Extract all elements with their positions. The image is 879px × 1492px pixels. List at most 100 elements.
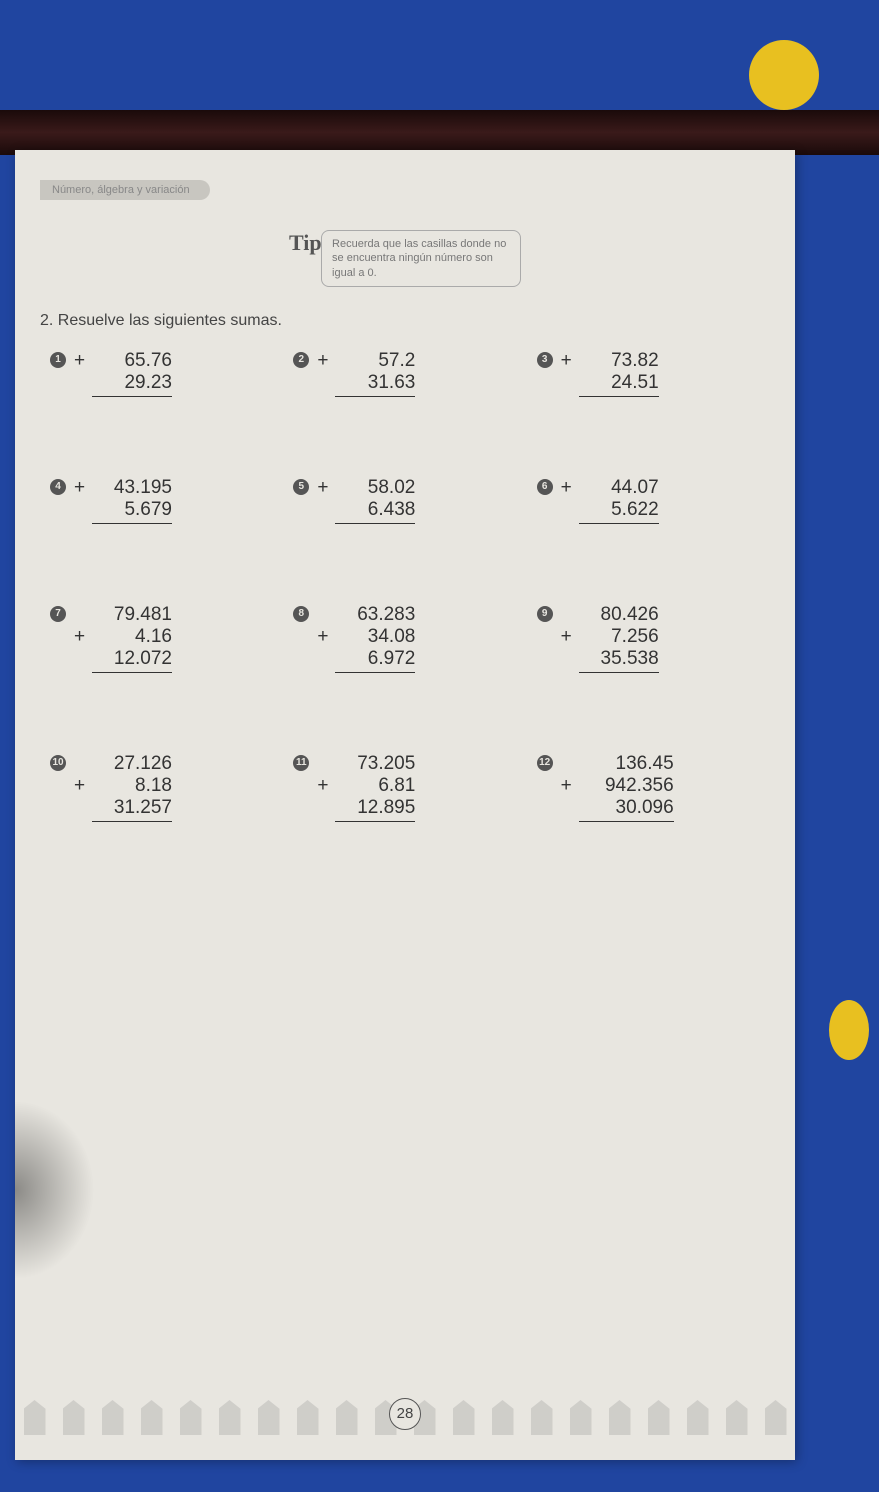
addend-value: 29.23 (92, 372, 172, 397)
math-block: 79.481+4.1612.072 (74, 604, 172, 673)
math-block: +73.8224.51 (561, 350, 659, 397)
addend-row: +44.07 (561, 477, 659, 499)
addend-value: 8.18 (92, 775, 172, 797)
problem: 11 73.205+6.8112.895 (293, 753, 516, 822)
addend-value: 4.16 (92, 626, 172, 648)
problem: 8 63.283+34.086.972 (293, 604, 516, 673)
addend-row: 6.972 (317, 648, 415, 673)
addend-value: 63.283 (335, 604, 415, 626)
addend-row: 35.538 (561, 648, 659, 673)
plus-sign: + (317, 350, 335, 372)
addend-row: +57.2 (317, 350, 415, 372)
math-block: 63.283+34.086.972 (317, 604, 415, 673)
problem: 4+43.1955.679 (50, 477, 273, 524)
shadow (15, 1100, 95, 1280)
math-block: +44.075.622 (561, 477, 659, 524)
addend-row: 30.096 (561, 797, 674, 822)
problem-number-badge: 1 (50, 352, 66, 368)
math-block: +58.026.438 (317, 477, 415, 524)
problem: 9 80.426+7.25635.538 (537, 604, 760, 673)
addend-row: 5.679 (74, 499, 172, 524)
addend-value: 24.51 (579, 372, 659, 397)
addend-value: 73.82 (579, 350, 659, 372)
addend-value: 6.81 (335, 775, 415, 797)
problem-number-badge: 7 (50, 606, 66, 622)
tip-text: Recuerda que las casillas donde no se en… (321, 230, 521, 287)
binder-edge (0, 110, 879, 155)
problem-number-badge: 5 (293, 479, 309, 495)
addend-row: 5.622 (561, 499, 659, 524)
plus-sign: + (561, 350, 579, 372)
addend-value: 58.02 (335, 477, 415, 499)
addend-row: +6.81 (317, 775, 415, 797)
tip-box: Tip Recuerda que las casillas donde no s… (265, 230, 545, 287)
problem: 12 136.45+942.35630.096 (537, 753, 760, 822)
problem-number-badge: 2 (293, 352, 309, 368)
addend-value: 30.096 (579, 797, 674, 822)
worksheet-page: Número, álgebra y variación Tip Recuerda… (15, 150, 795, 1460)
plus-sign: + (317, 626, 335, 648)
addend-value: 31.257 (92, 797, 172, 822)
problem: 1 +65.7629.23 (50, 350, 273, 397)
addend-row: +43.195 (74, 477, 172, 499)
plus-sign: + (74, 775, 92, 797)
addend-row: +65.76 (74, 350, 172, 372)
addend-row: 29.23 (74, 372, 172, 397)
plus-sign: + (317, 775, 335, 797)
addend-row: 12.072 (74, 648, 172, 673)
addend-value: 34.08 (335, 626, 415, 648)
addend-value: 57.2 (335, 350, 415, 372)
addend-value: 65.76 (92, 350, 172, 372)
math-block: 27.126+8.1831.257 (74, 753, 172, 822)
addend-value: 12.895 (335, 797, 415, 822)
math-block: 136.45+942.35630.096 (561, 753, 674, 822)
addend-row: +4.16 (74, 626, 172, 648)
addend-value: 7.256 (579, 626, 659, 648)
addend-row: +942.356 (561, 775, 674, 797)
addend-row: +73.82 (561, 350, 659, 372)
page-number-container: 28 (15, 1398, 795, 1430)
addend-row: 63.283 (317, 604, 415, 626)
plus-sign: + (74, 350, 92, 372)
addend-value: 79.481 (92, 604, 172, 626)
addend-value: 31.63 (335, 372, 415, 397)
problem: 6 +44.075.622 (537, 477, 760, 524)
problem-number-badge: 8 (293, 606, 309, 622)
plus-sign: + (561, 477, 579, 499)
instruction: 2. Resuelve las siguientes sumas. (40, 312, 770, 330)
fabric-dot (749, 40, 819, 110)
fabric-dot (829, 1000, 869, 1060)
problem-number-badge: 6 (537, 479, 553, 495)
instruction-text: Resuelve las siguientes sumas. (58, 312, 282, 329)
problem-number-badge: 12 (537, 755, 553, 771)
addend-value: 942.356 (579, 775, 674, 797)
problem-number-badge: 11 (293, 755, 309, 771)
addend-value: 43.195 (92, 477, 172, 499)
addend-row: 79.481 (74, 604, 172, 626)
math-block: +43.1955.679 (74, 477, 172, 524)
instruction-number: 2. (40, 312, 53, 329)
plus-sign: + (74, 477, 92, 499)
addend-value: 5.679 (92, 499, 172, 524)
addend-value: 73.205 (335, 753, 415, 775)
math-block: +57.231.63 (317, 350, 415, 397)
problems-grid: 1 +65.7629.23 2 +57.231.63 3 +73.8224.51 4+43.… (40, 350, 770, 822)
addend-row: +8.18 (74, 775, 172, 797)
problem: 5 +58.026.438 (293, 477, 516, 524)
addend-value: 6.438 (335, 499, 415, 524)
addend-row: 73.205 (317, 753, 415, 775)
plus-sign: + (561, 775, 579, 797)
addend-row: 80.426 (561, 604, 659, 626)
problem-number-badge: 3 (537, 352, 553, 368)
problem-number-badge: 10 (50, 755, 66, 771)
addend-value: 12.072 (92, 648, 172, 673)
addend-row: 27.126 (74, 753, 172, 775)
problem: 10 27.126+8.1831.257 (50, 753, 273, 822)
addend-row: 136.45 (561, 753, 674, 775)
plus-sign: + (317, 477, 335, 499)
addend-value: 35.538 (579, 648, 659, 673)
plus-sign: + (561, 626, 579, 648)
problem-number-badge: 9 (537, 606, 553, 622)
tip-label: Tip (289, 230, 322, 256)
math-block: +65.7629.23 (74, 350, 172, 397)
